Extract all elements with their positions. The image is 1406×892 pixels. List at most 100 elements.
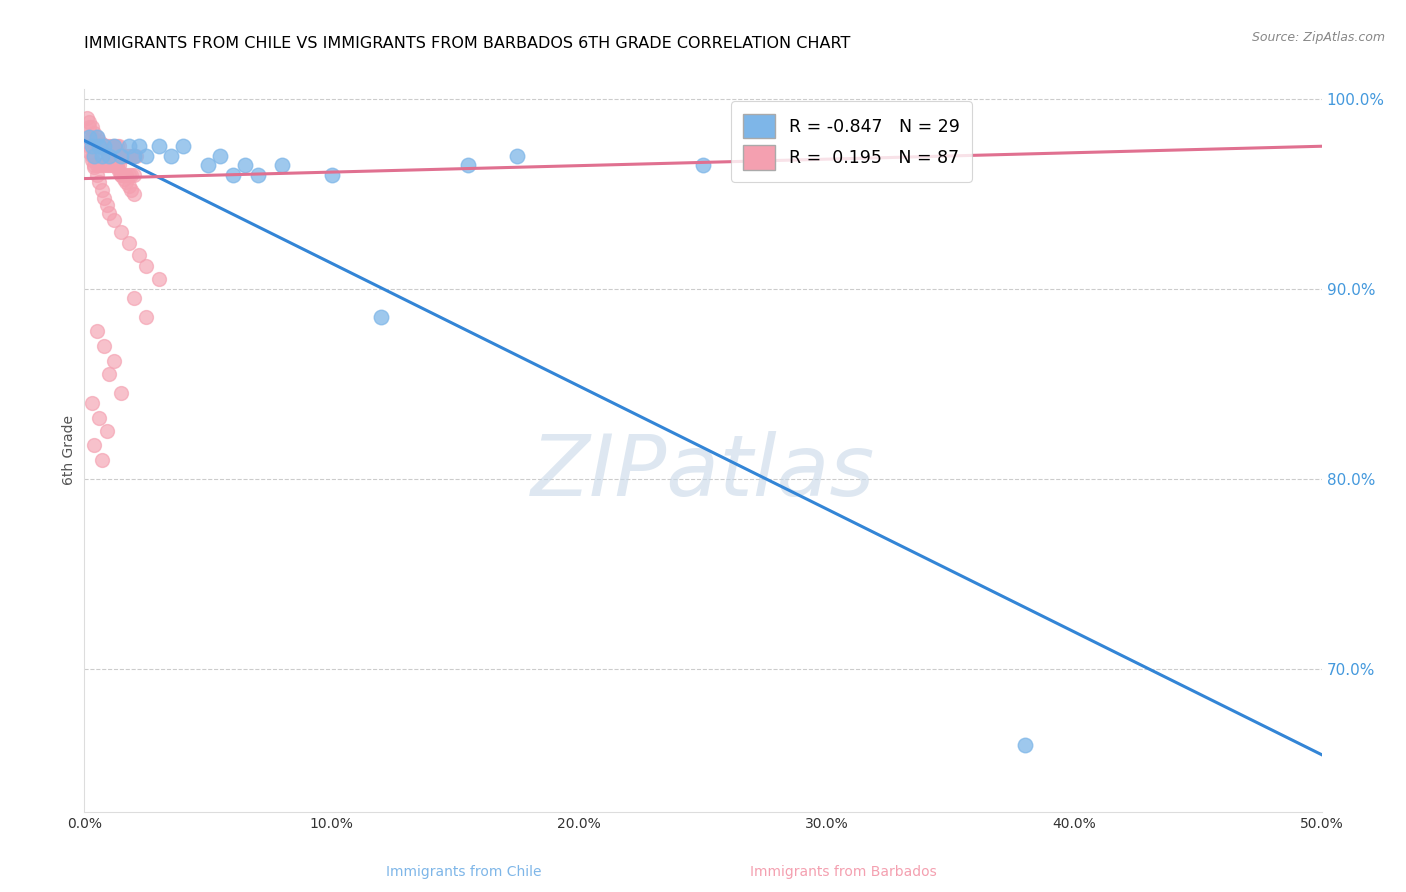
Point bbox=[103, 158, 125, 172]
Point bbox=[148, 139, 170, 153]
Point bbox=[457, 158, 479, 172]
Point bbox=[112, 171, 135, 186]
Point bbox=[222, 168, 245, 182]
Point bbox=[506, 149, 529, 163]
Point bbox=[118, 149, 141, 163]
Point bbox=[79, 129, 101, 144]
Text: Immigrants from Barbados: Immigrants from Barbados bbox=[751, 864, 936, 879]
Point bbox=[122, 149, 145, 163]
Point bbox=[110, 225, 132, 239]
Point bbox=[83, 158, 105, 172]
Point bbox=[89, 175, 111, 189]
Point bbox=[79, 114, 101, 128]
Point bbox=[160, 149, 183, 163]
Point bbox=[108, 139, 131, 153]
Point bbox=[135, 259, 157, 273]
Point bbox=[98, 149, 121, 163]
Text: IMMIGRANTS FROM CHILE VS IMMIGRANTS FROM BARBADOS 6TH GRADE CORRELATION CHART: IMMIGRANTS FROM CHILE VS IMMIGRANTS FROM… bbox=[84, 36, 851, 51]
Point bbox=[98, 139, 121, 153]
Point bbox=[83, 149, 105, 163]
Point bbox=[172, 139, 194, 153]
Point bbox=[370, 310, 392, 325]
Point bbox=[89, 134, 111, 148]
Point bbox=[98, 368, 121, 382]
Point bbox=[86, 324, 108, 338]
Point bbox=[112, 149, 135, 163]
Point bbox=[110, 386, 132, 401]
Point bbox=[80, 139, 103, 153]
Point bbox=[271, 158, 294, 172]
Point bbox=[96, 425, 118, 439]
Point bbox=[83, 126, 105, 140]
Point bbox=[122, 186, 145, 201]
Point bbox=[98, 149, 121, 163]
Point bbox=[120, 149, 142, 163]
Point bbox=[76, 129, 98, 144]
Point bbox=[80, 120, 103, 135]
Point bbox=[89, 158, 111, 172]
Point bbox=[246, 168, 269, 182]
Point bbox=[122, 291, 145, 305]
Point bbox=[128, 247, 150, 261]
Point bbox=[83, 160, 105, 174]
Legend: R = -0.847   N = 29, R =  0.195   N = 87: R = -0.847 N = 29, R = 0.195 N = 87 bbox=[731, 102, 972, 182]
Point bbox=[103, 213, 125, 227]
Point bbox=[93, 139, 115, 153]
Point bbox=[79, 120, 101, 135]
Text: ZIPatlas: ZIPatlas bbox=[531, 431, 875, 514]
Point bbox=[86, 139, 108, 153]
Point bbox=[93, 191, 115, 205]
Point bbox=[96, 145, 118, 159]
Point bbox=[108, 158, 131, 172]
Point bbox=[128, 139, 150, 153]
Point bbox=[90, 183, 112, 197]
Point bbox=[122, 168, 145, 182]
Point bbox=[86, 168, 108, 182]
Point bbox=[96, 139, 118, 153]
Point bbox=[110, 149, 132, 163]
Point bbox=[93, 139, 115, 153]
Point bbox=[100, 158, 122, 172]
Text: Source: ZipAtlas.com: Source: ZipAtlas.com bbox=[1251, 31, 1385, 45]
Point bbox=[103, 139, 125, 153]
Point bbox=[118, 179, 141, 194]
Point bbox=[125, 149, 148, 163]
Point bbox=[105, 139, 128, 153]
Point bbox=[115, 168, 138, 182]
Point bbox=[80, 396, 103, 410]
Point bbox=[90, 158, 112, 172]
Point bbox=[79, 139, 101, 153]
Point bbox=[83, 438, 105, 452]
Point bbox=[105, 158, 128, 172]
Point bbox=[321, 168, 343, 182]
Y-axis label: 6th Grade: 6th Grade bbox=[62, 416, 76, 485]
Point bbox=[103, 139, 125, 153]
Point bbox=[90, 137, 112, 152]
Point bbox=[80, 129, 103, 144]
Point bbox=[118, 236, 141, 251]
Point bbox=[86, 129, 108, 144]
Point bbox=[197, 158, 219, 172]
Point bbox=[89, 139, 111, 153]
Point bbox=[148, 272, 170, 286]
Point bbox=[135, 310, 157, 325]
Point bbox=[1014, 738, 1036, 752]
Point bbox=[90, 149, 112, 163]
Point bbox=[86, 129, 108, 144]
Point bbox=[120, 168, 142, 182]
Point bbox=[93, 158, 115, 172]
Point bbox=[115, 149, 138, 163]
Point bbox=[96, 158, 118, 172]
Point bbox=[105, 160, 128, 174]
Point bbox=[98, 206, 121, 220]
Point bbox=[93, 141, 115, 155]
Point bbox=[110, 149, 132, 163]
Text: Immigrants from Chile: Immigrants from Chile bbox=[387, 864, 541, 879]
Point bbox=[103, 354, 125, 368]
Point bbox=[118, 168, 141, 182]
Point bbox=[120, 183, 142, 197]
Point bbox=[90, 139, 112, 153]
Point bbox=[209, 149, 232, 163]
Point bbox=[89, 139, 111, 153]
Point bbox=[115, 175, 138, 189]
